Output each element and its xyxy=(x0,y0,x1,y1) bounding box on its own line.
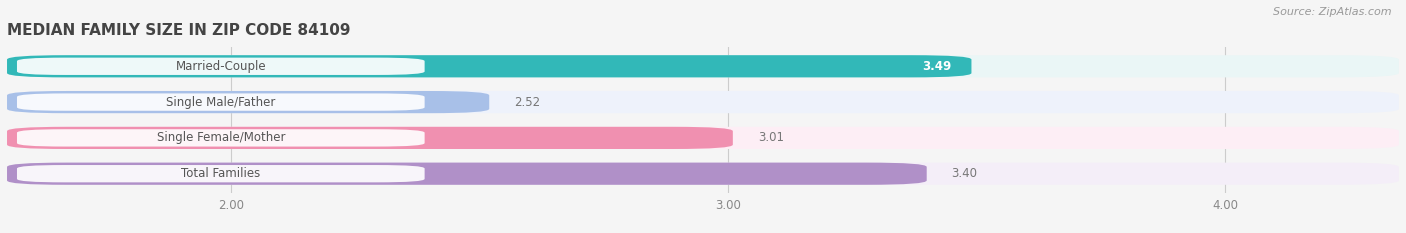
Text: 3.49: 3.49 xyxy=(922,60,952,73)
FancyBboxPatch shape xyxy=(7,163,927,185)
FancyBboxPatch shape xyxy=(17,165,425,182)
FancyBboxPatch shape xyxy=(7,91,489,113)
FancyBboxPatch shape xyxy=(17,93,425,111)
FancyBboxPatch shape xyxy=(7,127,1399,149)
FancyBboxPatch shape xyxy=(7,55,972,77)
Text: 2.52: 2.52 xyxy=(515,96,540,109)
FancyBboxPatch shape xyxy=(7,127,733,149)
Text: Single Male/Father: Single Male/Father xyxy=(166,96,276,109)
Text: Total Families: Total Families xyxy=(181,167,260,180)
Text: Source: ZipAtlas.com: Source: ZipAtlas.com xyxy=(1274,7,1392,17)
FancyBboxPatch shape xyxy=(17,58,425,75)
FancyBboxPatch shape xyxy=(17,129,425,147)
Text: MEDIAN FAMILY SIZE IN ZIP CODE 84109: MEDIAN FAMILY SIZE IN ZIP CODE 84109 xyxy=(7,24,350,38)
FancyBboxPatch shape xyxy=(7,91,1399,113)
FancyBboxPatch shape xyxy=(7,55,1399,77)
Text: 3.40: 3.40 xyxy=(952,167,977,180)
Text: Married-Couple: Married-Couple xyxy=(176,60,266,73)
Text: Single Female/Mother: Single Female/Mother xyxy=(156,131,285,144)
Text: 3.01: 3.01 xyxy=(758,131,783,144)
FancyBboxPatch shape xyxy=(7,163,1399,185)
